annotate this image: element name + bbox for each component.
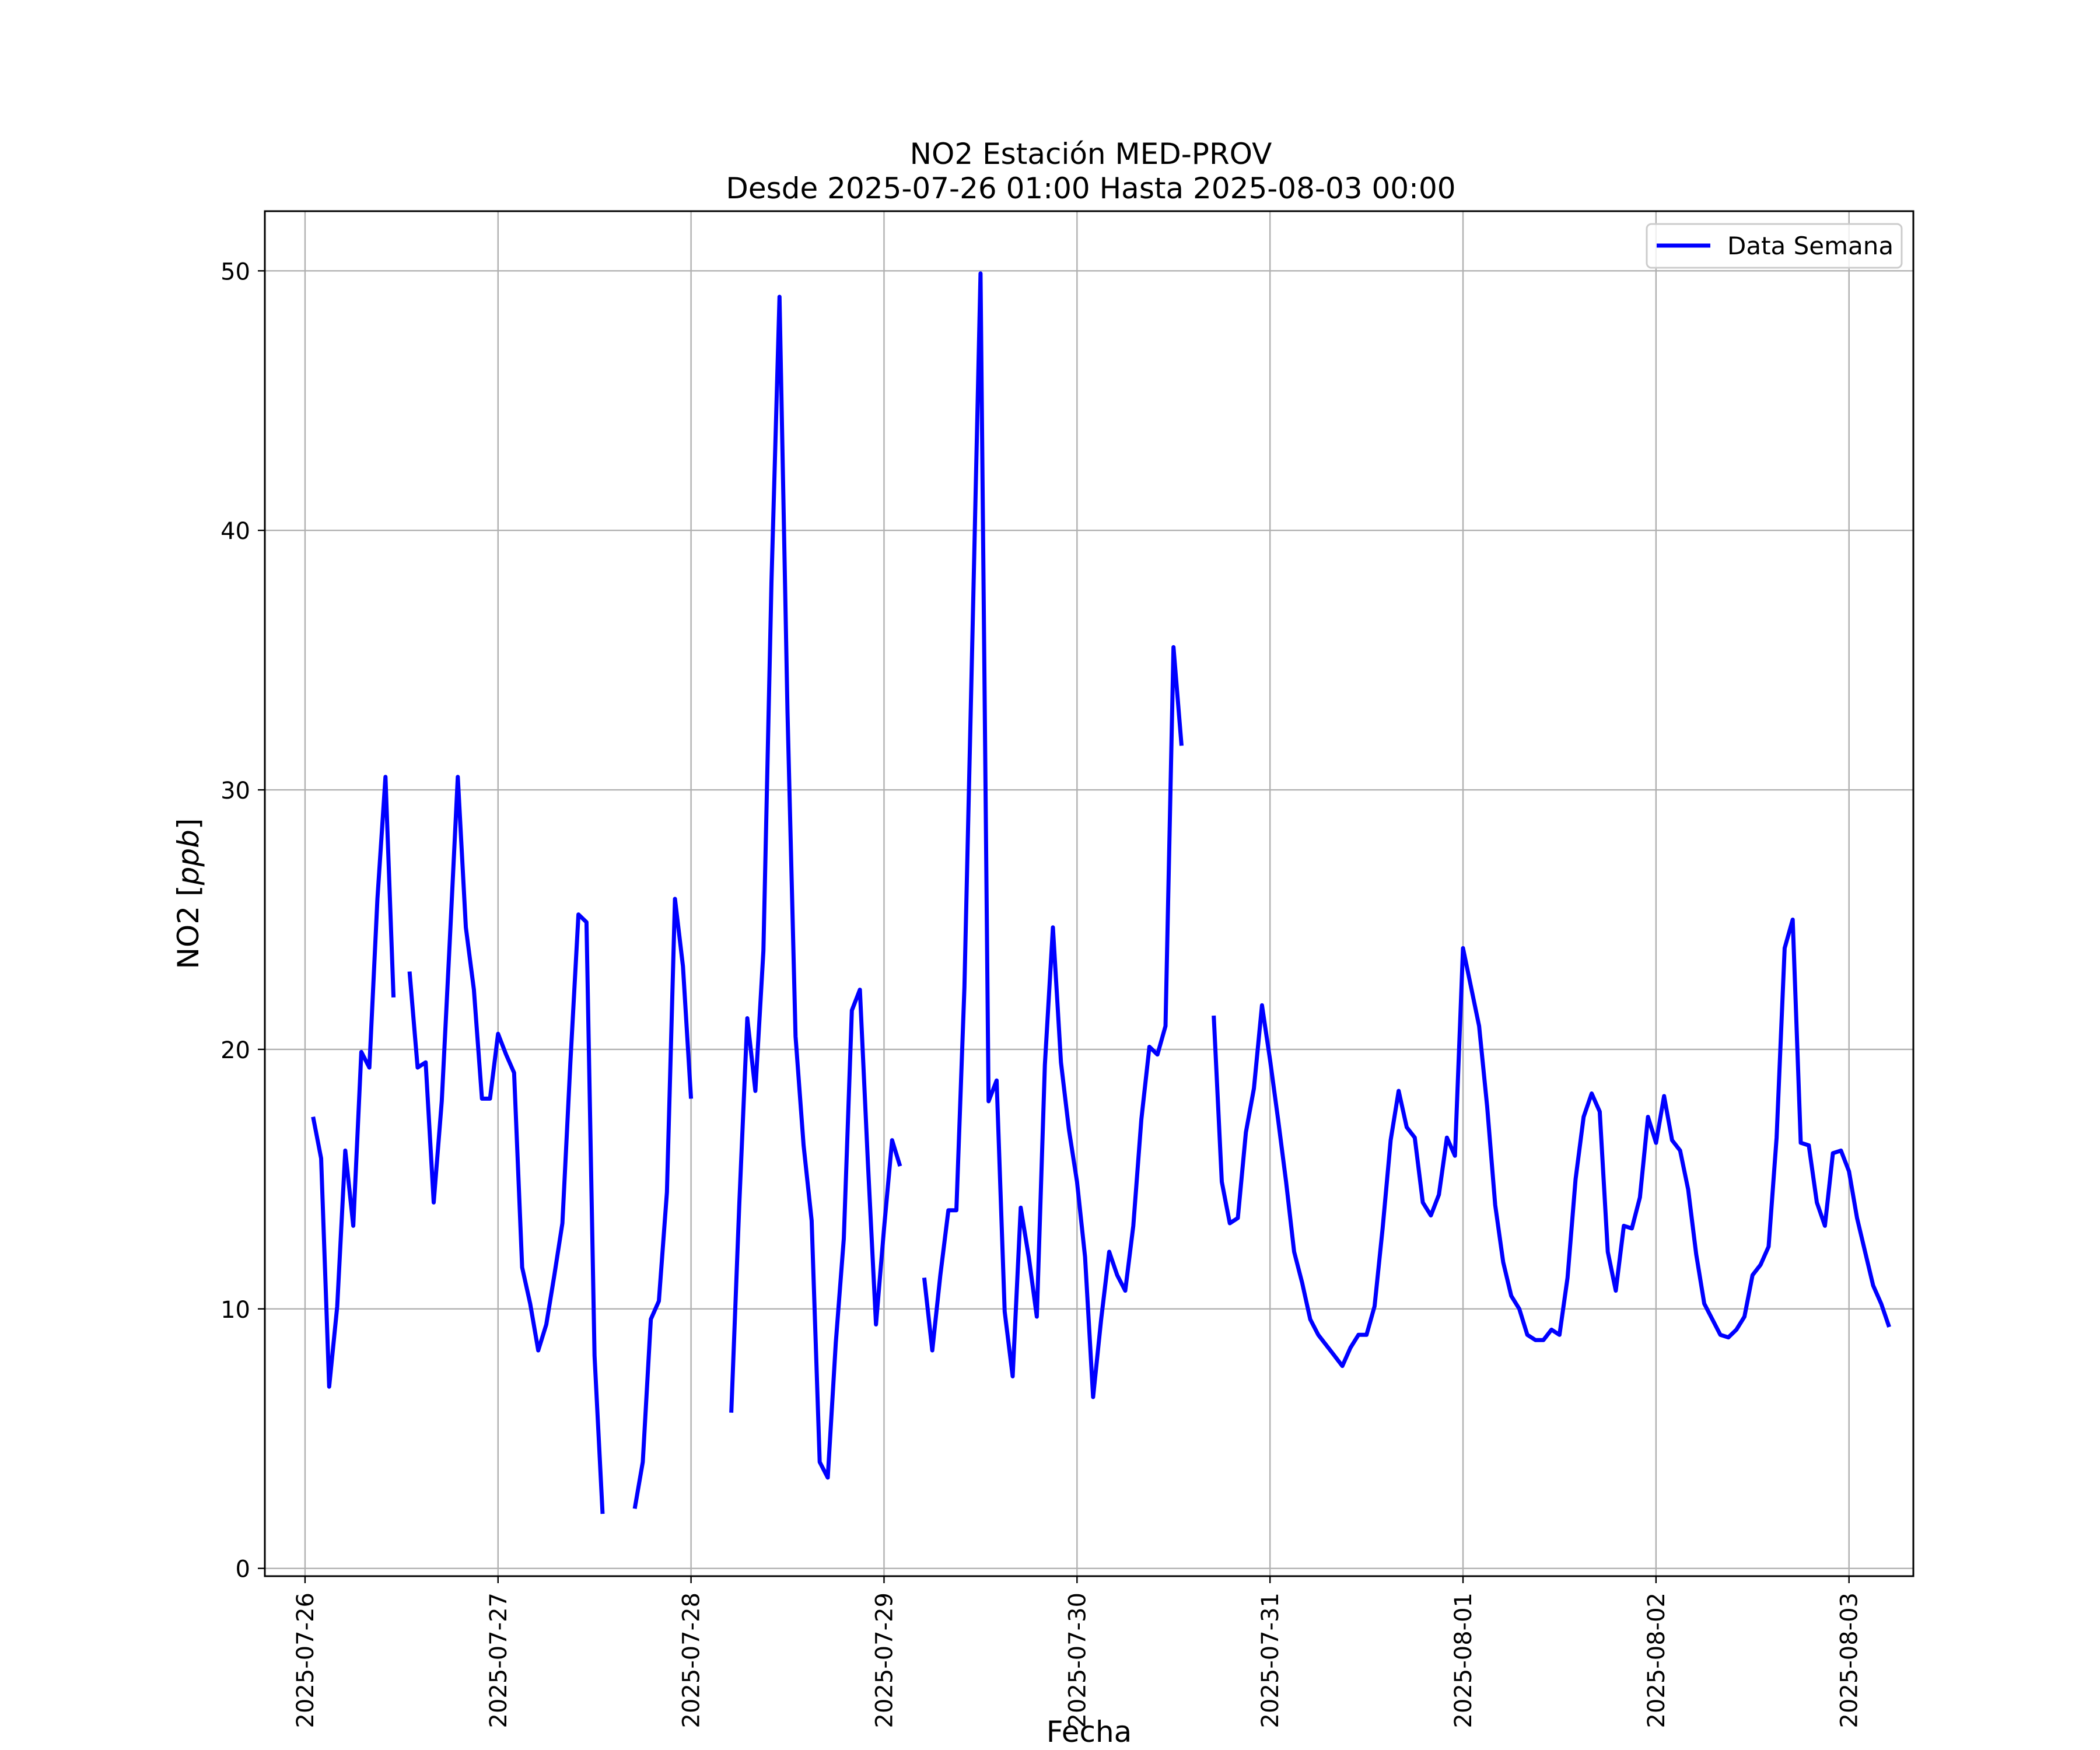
legend-label: Data Semana <box>1727 232 1894 260</box>
x-axis: 2025-07-26 2025-07-27 2025-07-28 2025-07-29… <box>292 1576 1863 1728</box>
grid <box>265 211 1913 1576</box>
y-tick-label: 10 <box>220 1297 250 1324</box>
x-tick-label: 2025-07-27 <box>485 1592 512 1728</box>
x-tick-label: 2025-07-28 <box>678 1592 705 1728</box>
x-tick-label: 2025-08-01 <box>1450 1592 1477 1728</box>
data-line-group <box>311 271 1891 1514</box>
chart-subtitle: Desde 2025-07-26 01:00 Hasta 2025-08-03 … <box>726 172 1455 205</box>
y-axis: 0 10 20 30 40 50 <box>220 258 265 1583</box>
x-tick-label: 2025-08-02 <box>1643 1592 1670 1728</box>
y-tick-label: 0 <box>236 1556 250 1583</box>
y-tick-label: 50 <box>220 258 250 285</box>
y-axis-label-prefix: NO2 [ <box>172 885 205 969</box>
y-axis-label-unit: ppb <box>172 830 205 886</box>
y-tick-label: 40 <box>220 518 250 545</box>
x-tick-label: 2025-07-30 <box>1064 1592 1091 1728</box>
x-tick-label: 2025-07-26 <box>292 1592 319 1728</box>
series-line-segment <box>922 271 1184 1399</box>
series-line-segment <box>407 775 605 1514</box>
y-tick-label: 20 <box>220 1037 250 1064</box>
y-axis-label: NO2 [ppb] <box>172 818 205 970</box>
x-axis-label: Fecha <box>1046 1715 1132 1749</box>
x-tick-label: 2025-07-31 <box>1257 1592 1284 1728</box>
y-axis-label-suffix: ] <box>172 818 205 830</box>
x-tick-label: 2025-07-29 <box>871 1592 898 1728</box>
plot-frame <box>264 210 1915 1577</box>
series-line-segment <box>1212 918 1891 1368</box>
legend: Data Semana <box>1646 223 1903 269</box>
x-tick-label: 2025-08-03 <box>1836 1592 1863 1728</box>
y-tick-label: 30 <box>220 778 250 804</box>
series-line-segment <box>729 295 902 1480</box>
series-line-segment <box>632 897 694 1509</box>
chart-title: NO2 Estación MED-PROV <box>910 137 1272 171</box>
series-line-segment <box>311 775 396 1389</box>
legend-box <box>1646 223 1903 269</box>
